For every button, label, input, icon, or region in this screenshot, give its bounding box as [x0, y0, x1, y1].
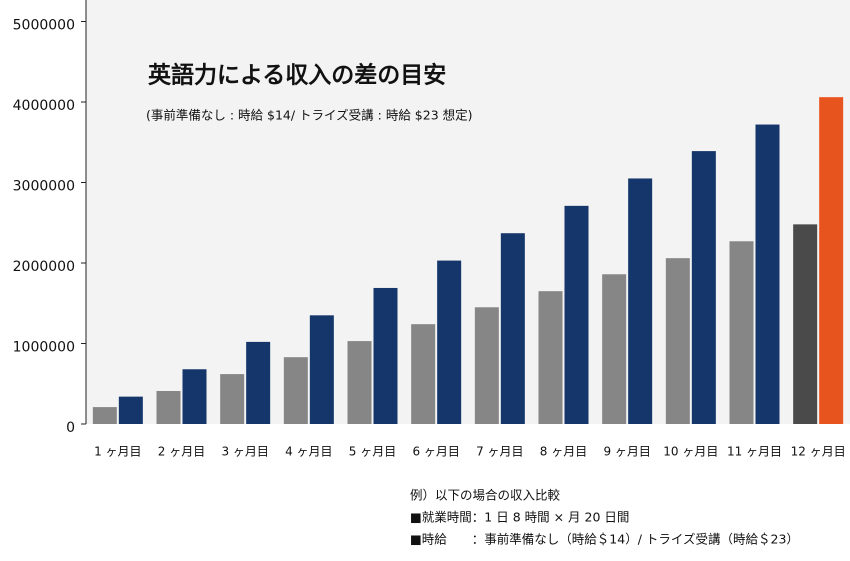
- x-tick-label: 8 ヶ月目: [540, 445, 587, 459]
- note: 例）以下の場合の収入比較: [410, 488, 561, 503]
- bar: [819, 97, 844, 425]
- chart-subtitle: (事前準備なし : 時給 $14/ トライズ受講 : 時給 $23 想定): [146, 108, 473, 123]
- x-tick-label: 7 ヶ月目: [476, 445, 523, 459]
- y-tick-label: 1000000: [13, 340, 75, 356]
- x-tick-label: 4 ヶ月目: [285, 445, 332, 459]
- bar: [118, 396, 143, 424]
- plot-background: [86, 0, 850, 424]
- bar: [347, 341, 372, 424]
- bar: [793, 224, 818, 424]
- bar: [373, 287, 398, 424]
- chart-title: 英語力による収入の差の目安: [148, 62, 446, 89]
- y-tick-label: 0: [66, 420, 75, 436]
- bar: [691, 151, 716, 425]
- x-tick-label: 10 ヶ月目: [663, 445, 718, 459]
- bar: [246, 341, 271, 424]
- x-tick-label: 6 ヶ月目: [412, 445, 459, 459]
- note: ■就業時間：1 日 8 時間 × 月 20 日間: [410, 510, 629, 525]
- note: ■時給 ：事前準備なし（時給＄14）/ トライズ受講（時給＄23）: [410, 532, 799, 547]
- x-tick-label: 9 ヶ月目: [603, 445, 650, 459]
- x-tick-label: 2 ヶ月目: [158, 445, 205, 459]
- bar: [283, 357, 308, 424]
- bar: [474, 307, 499, 424]
- bar: [538, 291, 563, 424]
- x-tick-label: 3 ヶ月目: [221, 445, 268, 459]
- x-tick-label: 11 ヶ月目: [727, 445, 782, 459]
- bar: [182, 369, 207, 424]
- bar: [602, 274, 627, 424]
- bar: [411, 324, 436, 424]
- x-tick-label: 5 ヶ月目: [349, 445, 396, 459]
- bar: [92, 407, 117, 424]
- y-tick-label: 3000000: [13, 179, 75, 195]
- bar: [564, 205, 589, 424]
- x-tick-label: 12 ヶ月目: [791, 445, 846, 459]
- y-tick-label: 4000000: [13, 98, 75, 114]
- bar: [437, 260, 462, 424]
- bar: [729, 241, 754, 424]
- bar: [500, 233, 525, 424]
- bar: [755, 124, 780, 424]
- bar: [628, 178, 653, 424]
- y-tick-label: 5000000: [13, 18, 75, 34]
- bar: [665, 258, 690, 424]
- bar: [309, 315, 334, 424]
- x-tick-label: 1 ヶ月目: [94, 445, 141, 459]
- bar: [156, 390, 181, 424]
- bar: [220, 374, 245, 424]
- y-tick-label: 2000000: [13, 259, 75, 275]
